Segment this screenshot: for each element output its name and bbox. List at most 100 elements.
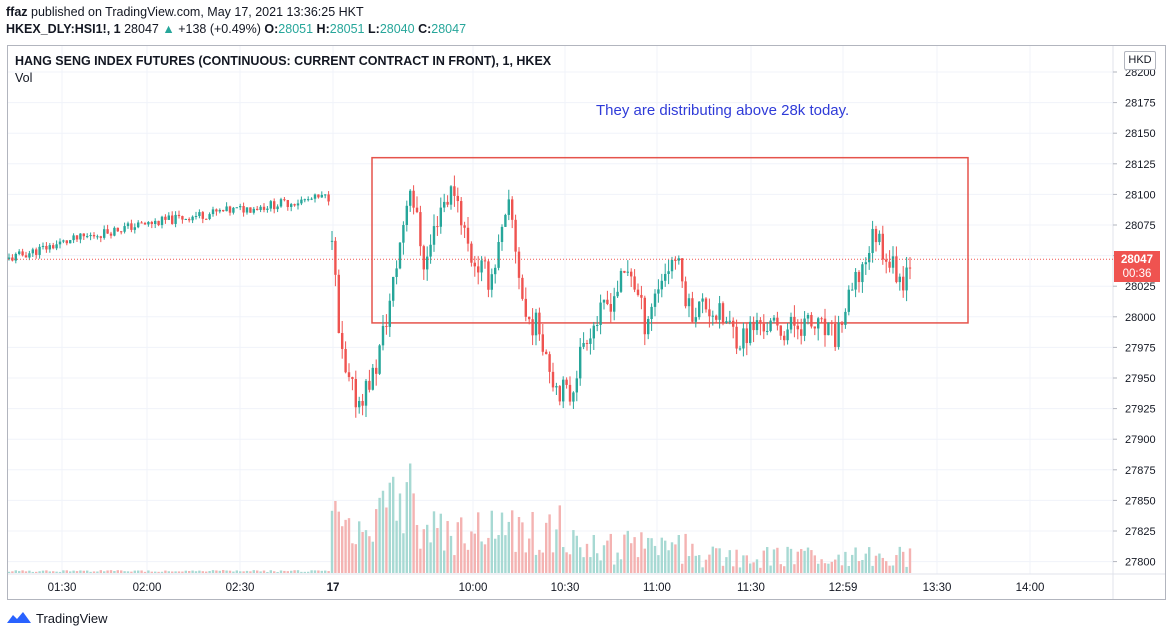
- candle-body: [528, 316, 531, 320]
- volume-bar: [381, 490, 385, 573]
- volume-bar: [517, 516, 521, 573]
- currency-button[interactable]: HKD: [1124, 51, 1156, 70]
- candle-body: [225, 206, 228, 212]
- candle-body: [106, 229, 109, 234]
- candle-body: [432, 226, 436, 245]
- candle-body: [755, 320, 759, 331]
- volume-bar: [847, 565, 850, 573]
- volume-bar: [691, 543, 694, 573]
- candle-body: [92, 234, 96, 237]
- candle-body: [228, 206, 232, 213]
- volume-bar: [177, 571, 181, 573]
- candle-body: [371, 367, 374, 390]
- volume-label: Vol: [15, 71, 33, 85]
- volume-bar: [793, 564, 796, 573]
- volume-bar: [871, 565, 874, 573]
- candle-body: [235, 207, 238, 209]
- volume-bar: [589, 557, 592, 573]
- volume-bar: [521, 522, 524, 573]
- candle-body: [164, 216, 167, 220]
- candle-body: [684, 281, 687, 307]
- volume-bar: [616, 552, 619, 573]
- y-tick-label: 27800: [1125, 557, 1156, 569]
- candle-body: [409, 190, 412, 206]
- volume-bar: [868, 547, 871, 573]
- candle-body: [698, 301, 701, 318]
- volume-bar: [861, 560, 864, 573]
- x-tick-label: 14:00: [1016, 582, 1045, 594]
- candle-body: [259, 206, 262, 210]
- candle-body: [691, 298, 694, 322]
- y-tick-label: 27925: [1125, 404, 1156, 416]
- current-price-value: 28047: [1121, 254, 1153, 266]
- volume-bar: [463, 543, 466, 573]
- candle-body: [123, 226, 126, 232]
- volume-bar: [878, 553, 881, 573]
- chart-frame: [7, 45, 1166, 600]
- candle-body: [885, 259, 888, 262]
- candle-body: [657, 289, 660, 294]
- candle-body: [728, 320, 731, 322]
- candle-body: [18, 251, 21, 254]
- candle-body: [834, 323, 837, 347]
- volume-bar: [772, 549, 776, 573]
- volume-bar: [191, 570, 194, 573]
- candle-body: [582, 342, 585, 347]
- candle-body: [466, 227, 470, 244]
- volume-bar: [276, 571, 279, 573]
- candle-body: [864, 262, 867, 265]
- volume-bar: [286, 571, 289, 573]
- volume-bar: [58, 571, 62, 573]
- candle-body: [38, 246, 41, 255]
- volume-bar: [52, 571, 55, 573]
- candle-body: [562, 379, 565, 402]
- volume-bar: [405, 482, 408, 573]
- candle-body: [524, 298, 527, 317]
- candle-body: [817, 318, 820, 329]
- y-tick-label: 28075: [1125, 220, 1156, 232]
- volume-bar: [109, 570, 113, 573]
- candle-body: [392, 276, 395, 301]
- candle-body: [636, 289, 640, 295]
- candle-body: [619, 270, 623, 292]
- volume-bar: [453, 555, 456, 573]
- volume-bar: [11, 571, 14, 573]
- tradingview-logo-icon: [7, 612, 31, 623]
- volume-bar: [157, 571, 160, 573]
- candle-body: [120, 231, 123, 233]
- candle-body: [851, 289, 854, 291]
- candle-body: [470, 243, 473, 263]
- y-tick-label: 27850: [1125, 495, 1156, 507]
- candle-body: [596, 324, 599, 326]
- x-tick-label: 11:30: [737, 582, 765, 594]
- candle-body: [290, 204, 293, 207]
- footer-brand[interactable]: TradingView: [6, 610, 108, 626]
- close-value: 28047: [431, 22, 467, 36]
- volume-bar: [215, 570, 218, 573]
- volume-bar: [21, 570, 24, 573]
- candle-body: [453, 186, 456, 196]
- volume-bar: [137, 570, 140, 573]
- volume-bar: [483, 544, 487, 573]
- candle-body: [449, 186, 453, 205]
- candle-body: [426, 256, 429, 270]
- volume-bar: [130, 571, 133, 573]
- volume-bar: [874, 555, 878, 573]
- candle-body: [823, 318, 827, 336]
- volume-bar: [198, 570, 201, 573]
- candle-body: [24, 255, 28, 258]
- volume-bar: [677, 534, 680, 573]
- volume-bar: [864, 553, 867, 573]
- volume-bar: [534, 554, 538, 573]
- candle-body: [908, 267, 912, 269]
- candle-body: [606, 299, 609, 304]
- ohlc-legend: HKEX_DLY:HSI1!, 1 28047 ▲ +138 (+0.49%) …: [6, 22, 466, 36]
- candle-body: [803, 318, 806, 336]
- volume-bar: [266, 571, 269, 573]
- candle-body: [262, 206, 266, 210]
- volume-bar: [225, 570, 228, 573]
- volume-bar: [728, 550, 731, 573]
- candle-body: [405, 205, 408, 226]
- y-tick-label: 28000: [1125, 312, 1156, 324]
